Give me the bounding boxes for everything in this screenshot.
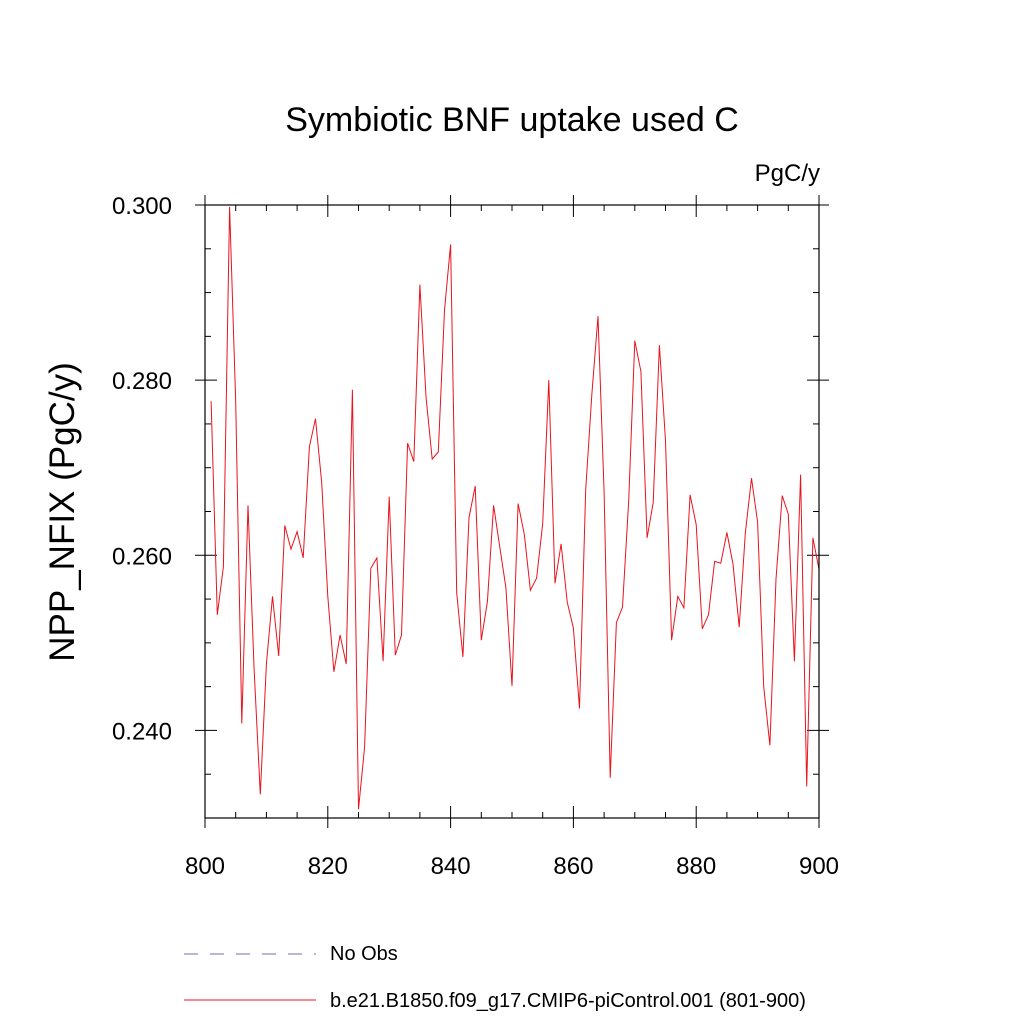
legend: No Obs b.e21.B1850.f09_g17.CMIP6-piContr…: [184, 943, 806, 1012]
x-tick-label: 880: [676, 853, 716, 880]
y-axis-title: NPP_NFIX (PgC/y): [43, 362, 82, 662]
y-tick-label: 0.300: [112, 193, 172, 220]
x-tick-label: 820: [308, 853, 348, 880]
y-tick-label: 0.240: [112, 718, 172, 745]
x-tick-label: 840: [431, 853, 471, 880]
chart-title: Symbiotic BNF uptake used C: [285, 101, 739, 139]
x-tick-label: 860: [553, 853, 593, 880]
axis-ticks: [195, 195, 829, 828]
units-label: PgC/y: [755, 160, 820, 187]
x-tick-label: 800: [185, 853, 225, 880]
x-tick-label: 900: [799, 853, 839, 880]
y-tick-label: 0.260: [112, 543, 172, 570]
y-tick-label: 0.280: [112, 368, 172, 395]
plot-frame: [204, 204, 820, 819]
axis-tick-labels: 800 820 840 860 880 900 0.240 0.260 0.280 0.300: [112, 193, 839, 880]
legend-label-pi-control: b.e21.B1850.f09_g17.CMIP6-piControl.001 …: [330, 990, 806, 1012]
legend-label-no-obs: No Obs: [330, 943, 398, 965]
series-line: [210, 206, 820, 810]
